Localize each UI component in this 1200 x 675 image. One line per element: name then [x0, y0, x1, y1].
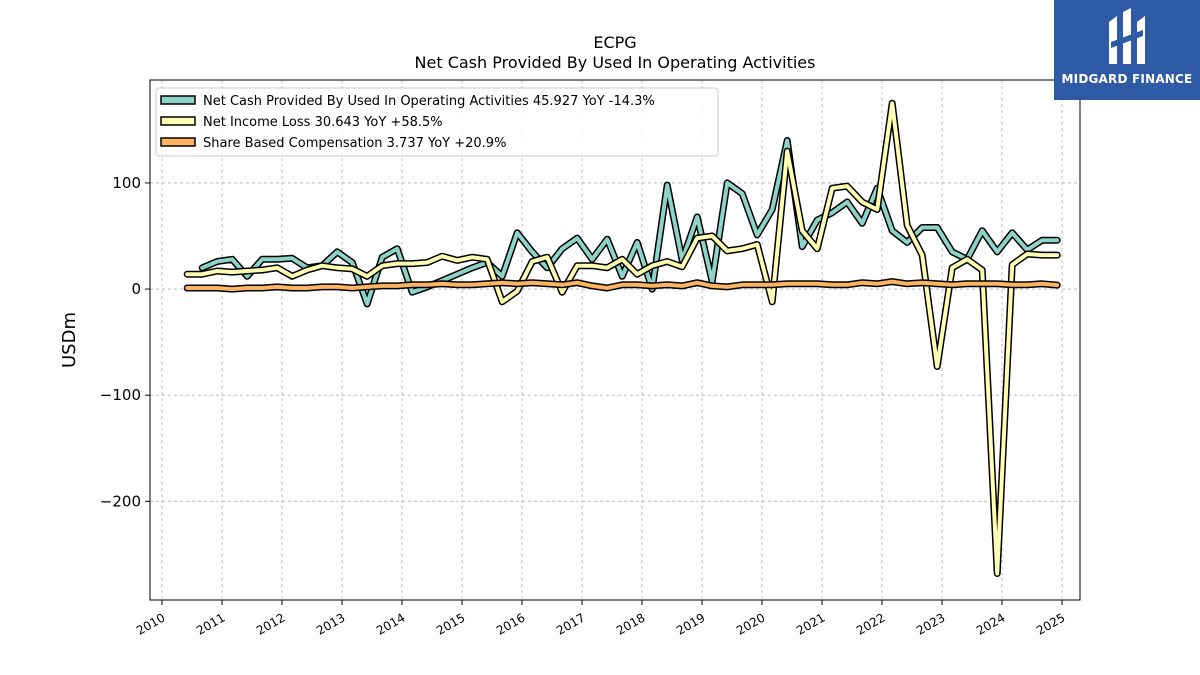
x-tick-label: 2016: [494, 610, 527, 637]
x-tick-label: 2013: [314, 610, 347, 637]
x-tick-label: 2018: [614, 610, 647, 637]
chart-subtitle: Net Cash Provided By Used In Operating A…: [415, 53, 816, 72]
chart-title: ECPG: [593, 33, 636, 52]
x-tick-label: 2025: [1034, 610, 1067, 637]
x-tick-label: 2014: [374, 610, 407, 637]
x-tick-label: 2019: [674, 610, 707, 637]
legend: Net Cash Provided By Used In Operating A…: [155, 87, 719, 157]
series-line: [185, 279, 1060, 292]
x-tick-label: 2011: [194, 610, 227, 637]
x-tick-label: 2012: [254, 610, 287, 637]
series-line: [185, 101, 1060, 576]
y-tick-label: −200: [100, 492, 141, 510]
y-axis-label: USDm: [59, 312, 80, 368]
legend-label: Share Based Compensation 3.737 YoY +20.9…: [203, 136, 506, 151]
x-tick-label: 2024: [974, 610, 1007, 637]
legend-swatch: [160, 116, 196, 126]
x-tick-label: 2015: [434, 610, 467, 637]
series-line-outline: [183, 99, 1061, 577]
legend-label: Net Income Loss 30.643 YoY +58.5%: [203, 115, 443, 130]
x-tick-label: 2022: [854, 610, 887, 637]
plot-frame: [149, 79, 1081, 601]
y-tick-label: 0: [131, 280, 141, 298]
brand-logo: MIDGARD FINANCE: [1054, 0, 1200, 100]
midgard-logo-icon: [1109, 8, 1145, 64]
x-axis: 2010 2011 2012 2013 2014 2015 2016 2017 2018 2019…: [134, 600, 1068, 638]
x-tick-label: 2010: [134, 610, 167, 637]
y-axis: 100 0 −100 −200: [100, 174, 150, 510]
x-tick-label: 2020: [734, 610, 767, 637]
legend-label: Net Cash Provided By Used In Operating A…: [203, 94, 655, 109]
x-tick-label: 2017: [554, 610, 587, 637]
x-tick-label: 2023: [914, 610, 947, 637]
y-tick-label: −100: [100, 386, 141, 404]
legend-swatch: [160, 95, 196, 105]
plot-area: [183, 99, 1061, 577]
x-tick-label: 2021: [794, 610, 827, 637]
legend-box: [155, 87, 719, 157]
legend-swatch: [160, 137, 196, 147]
brand-name: MIDGARD FINANCE: [1061, 72, 1193, 86]
y-tick-label: 100: [112, 174, 141, 192]
